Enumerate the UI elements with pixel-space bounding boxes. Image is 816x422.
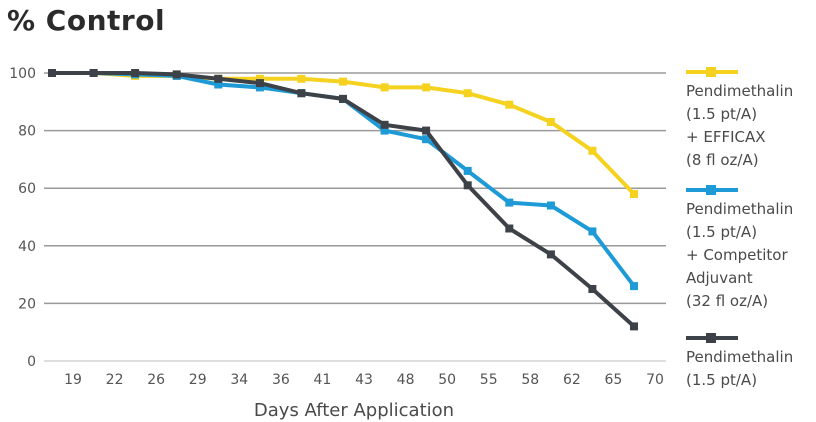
legend-text-line: (1.5 pt/A) (686, 371, 758, 389)
data-point (339, 77, 347, 86)
data-point (630, 190, 638, 198)
legend-swatch-competitor (686, 185, 738, 195)
x-axis-label: Days After Application (254, 400, 454, 421)
data-point (380, 126, 389, 135)
data-point (172, 70, 181, 79)
data-point (546, 118, 555, 126)
data-point (255, 79, 264, 88)
data-point (505, 198, 514, 207)
x-tick-label: 58 (521, 372, 539, 388)
data-point (131, 69, 140, 77)
y-tick-label: 100 (9, 66, 36, 82)
data-point (588, 227, 597, 236)
legend-text-line: (32 fl oz/A) (686, 292, 769, 310)
series-3 (48, 69, 638, 331)
data-point (422, 135, 431, 144)
data-point (339, 94, 347, 103)
series-lines (48, 69, 638, 331)
data-point (463, 166, 472, 175)
data-point (422, 126, 431, 135)
data-point (630, 322, 638, 331)
series-line (52, 71, 636, 328)
legend-label-efficax: Pendimethalin (1.5 pt/A) + EFFICAX (8 fl oz… (686, 80, 816, 172)
data-point (48, 69, 56, 77)
legend-swatch-pendimethalin (686, 333, 738, 343)
y-tick-label: 40 (18, 239, 36, 255)
chart-title: % Control (7, 4, 166, 37)
data-point (214, 80, 223, 89)
legend-swatch-efficax (686, 67, 738, 77)
y-tick-label: 0 (27, 354, 36, 370)
data-point (630, 282, 638, 291)
data-point (297, 89, 306, 98)
data-point (89, 69, 98, 77)
x-tick-label: 26 (147, 372, 165, 388)
data-point (463, 89, 472, 98)
x-tick-label: 41 (314, 372, 332, 388)
y-tick-label: 80 (18, 124, 36, 140)
data-point (505, 100, 514, 109)
series-line (52, 71, 636, 196)
x-tick-labels: 19 22 26 29 34 36 41 43 48 50 55 58 62 65 70 (64, 372, 664, 388)
x-tick-label: 29 (189, 372, 207, 388)
x-tick-label: 22 (106, 372, 124, 388)
legend-text-line: (1.5 pt/A) (686, 223, 758, 241)
data-point (380, 83, 389, 92)
legend-label-pendimethalin: Pendimethalin (1.5 pt/A) (686, 346, 816, 392)
legend-text-line: Adjuvant (686, 269, 753, 287)
y-tick-label: 20 (18, 296, 36, 312)
data-point (380, 120, 389, 129)
x-tick-label: 50 (438, 372, 456, 388)
data-point (588, 285, 597, 293)
legend-label-competitor: Pendimethalin (1.5 pt/A) + Competitor Adjuv… (686, 198, 816, 313)
x-tick-label: 65 (605, 372, 623, 388)
data-point (255, 83, 264, 92)
data-point (463, 181, 472, 190)
y-tick-labels: 0 20 40 60 80 100 (9, 66, 36, 370)
data-point (422, 83, 431, 92)
x-tick-label: 19 (64, 372, 82, 388)
y-tick-label: 60 (18, 181, 36, 197)
data-point (505, 224, 514, 233)
series-1 (48, 69, 638, 198)
data-point (546, 201, 555, 210)
legend-text-line: + EFFICAX (686, 128, 766, 146)
grid-lines (44, 72, 666, 362)
data-point (297, 74, 306, 83)
legend-text-line: Pendimethalin (686, 348, 794, 366)
x-tick-label: 55 (480, 372, 498, 388)
x-tick-label: 62 (563, 372, 581, 388)
legend-text-line: (1.5 pt/A) (686, 105, 758, 123)
x-tick-label: 36 (272, 372, 290, 388)
x-tick-label: 43 (355, 372, 373, 388)
legend-text-line: + Competitor (686, 246, 788, 264)
data-point (255, 74, 264, 83)
x-tick-label: 48 (397, 372, 415, 388)
data-point (214, 74, 223, 83)
data-point (546, 250, 555, 259)
x-tick-label: 70 (646, 372, 664, 388)
legend-text-line: Pendimethalin (686, 82, 794, 100)
x-tick-label: 34 (230, 372, 248, 388)
data-point (588, 146, 597, 155)
legend-text-line: Pendimethalin (686, 200, 794, 218)
legend-text-line: (8 fl oz/A) (686, 151, 759, 169)
